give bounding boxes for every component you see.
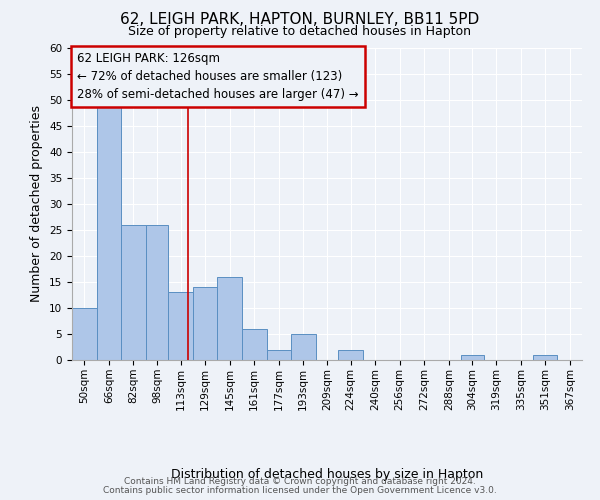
Y-axis label: Number of detached properties: Number of detached properties	[31, 106, 43, 302]
Bar	[266, 350, 291, 360]
Text: 62, LEIGH PARK, HAPTON, BURNLEY, BB11 5PD: 62, LEIGH PARK, HAPTON, BURNLEY, BB11 5P…	[121, 12, 479, 28]
Bar	[97, 105, 121, 360]
Bar	[72, 308, 97, 360]
Text: Size of property relative to detached houses in Hapton: Size of property relative to detached ho…	[128, 25, 472, 38]
Bar	[291, 334, 316, 360]
Bar	[242, 329, 266, 360]
Bar	[217, 276, 242, 360]
Bar	[121, 224, 146, 360]
Bar	[169, 292, 193, 360]
Bar	[461, 355, 484, 360]
Bar	[533, 355, 557, 360]
Text: 62 LEIGH PARK: 126sqm
← 72% of detached houses are smaller (123)
28% of semi-det: 62 LEIGH PARK: 126sqm ← 72% of detached …	[77, 52, 359, 101]
Bar	[146, 224, 169, 360]
X-axis label: Distribution of detached houses by size in Hapton: Distribution of detached houses by size …	[171, 468, 483, 481]
Text: Contains public sector information licensed under the Open Government Licence v3: Contains public sector information licen…	[103, 486, 497, 495]
Bar	[338, 350, 363, 360]
Bar	[193, 287, 217, 360]
Text: Contains HM Land Registry data © Crown copyright and database right 2024.: Contains HM Land Registry data © Crown c…	[124, 477, 476, 486]
